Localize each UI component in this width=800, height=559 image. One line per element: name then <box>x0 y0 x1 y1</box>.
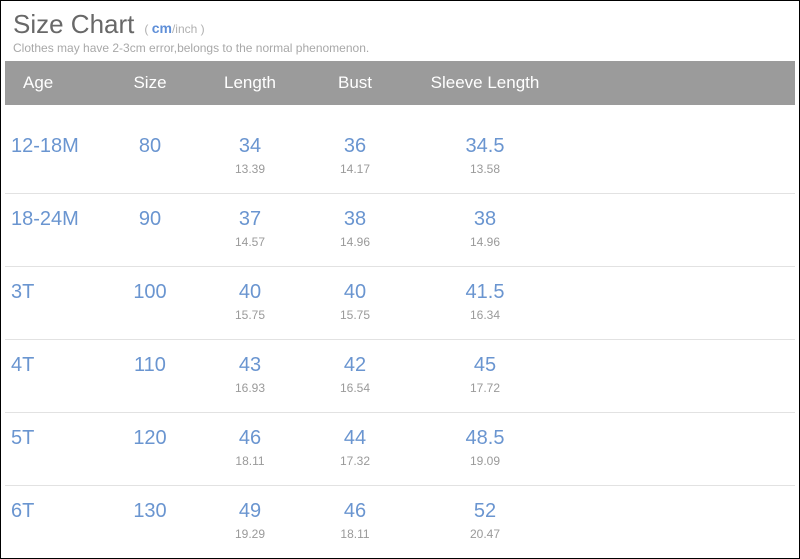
cell-bust: 40 15.75 <box>305 281 405 322</box>
chart-header: Size Chart ( cm/inch ) Clothes may have … <box>5 5 795 57</box>
length-cm: 46 <box>195 427 305 450</box>
chart-subtitle: Clothes may have 2-3cm error,belongs to … <box>13 41 787 55</box>
cell-bust: 42 16.54 <box>305 354 405 395</box>
unit-paren-open: ( <box>144 22 151 36</box>
cell-bust: 46 18.11 <box>305 500 405 541</box>
length-inch: 15.75 <box>195 308 305 322</box>
cell-sleeve: 45 17.72 <box>405 354 565 395</box>
cell-age: 3T <box>5 281 105 304</box>
cell-size: 100 <box>105 281 195 304</box>
cell-length: 43 16.93 <box>195 354 305 395</box>
cell-age: 5T <box>5 427 105 450</box>
col-header-length: Length <box>195 73 305 93</box>
cell-bust: 36 14.17 <box>305 135 405 176</box>
length-inch: 16.93 <box>195 381 305 395</box>
cell-sleeve: 38 14.96 <box>405 208 565 249</box>
chart-title: Size Chart <box>13 9 134 40</box>
bust-inch: 15.75 <box>305 308 405 322</box>
cell-length: 40 15.75 <box>195 281 305 322</box>
col-header-age: Age <box>5 73 105 93</box>
length-inch: 14.57 <box>195 235 305 249</box>
length-cm: 34 <box>195 135 305 158</box>
cell-size: 90 <box>105 208 195 231</box>
bust-cm: 44 <box>305 427 405 450</box>
sleeve-cm: 38 <box>405 208 565 231</box>
cell-age: 4T <box>5 354 105 377</box>
cell-size: 120 <box>105 427 195 450</box>
sleeve-inch: 17.72 <box>405 381 565 395</box>
sleeve-cm: 52 <box>405 500 565 523</box>
col-header-bust: Bust <box>305 73 405 93</box>
sleeve-inch: 19.09 <box>405 454 565 468</box>
table-row: 4T11043 16.9342 16.5445 17.72 <box>5 340 795 413</box>
table-row: 12-18M8034 13.3936 14.1734.5 13.58 <box>5 121 795 194</box>
table-row: 18-24M903714.573814.963814.96 <box>5 194 795 267</box>
cell-sleeve: 41.5 16.34 <box>405 281 565 322</box>
cell-size: 80 <box>105 135 195 158</box>
cell-length: 37 14.57 <box>195 208 305 249</box>
bust-cm: 38 <box>305 208 405 231</box>
length-inch: 18.11 <box>195 454 305 468</box>
col-header-sleeve: Sleeve Length <box>405 73 565 93</box>
sleeve-cm: 48.5 <box>405 427 565 450</box>
cell-bust: 44 17.32 <box>305 427 405 468</box>
cell-length: 49 19.29 <box>195 500 305 541</box>
cell-size: 110 <box>105 354 195 377</box>
unit-inch: /inch ) <box>172 22 205 36</box>
sleeve-inch: 16.34 <box>405 308 565 322</box>
sleeve-cm: 41.5 <box>405 281 565 304</box>
sleeve-cm: 45 <box>405 354 565 377</box>
length-inch: 19.29 <box>195 527 305 541</box>
cell-sleeve: 48.5 19.09 <box>405 427 565 468</box>
cell-age: 6T <box>5 500 105 523</box>
bust-inch: 16.54 <box>305 381 405 395</box>
table-row: 6T13049 19.2946 18.1152 20.47 <box>5 486 795 559</box>
cell-age: 12-18M <box>5 135 105 158</box>
col-header-size: Size <box>105 73 195 93</box>
cell-length: 34 13.39 <box>195 135 305 176</box>
length-cm: 49 <box>195 500 305 523</box>
cell-size: 130 <box>105 500 195 523</box>
sleeve-cm: 34.5 <box>405 135 565 158</box>
table-header-row: Age Size Length Bust Sleeve Length <box>5 61 795 105</box>
cell-sleeve: 52 20.47 <box>405 500 565 541</box>
title-row: Size Chart ( cm/inch ) <box>13 9 787 40</box>
sleeve-inch: 20.47 <box>405 527 565 541</box>
length-inch: 13.39 <box>195 162 305 176</box>
sleeve-inch: 14.96 <box>405 235 565 249</box>
bust-cm: 46 <box>305 500 405 523</box>
table-row: 5T12046 18.1144 17.3248.5 19.09 <box>5 413 795 486</box>
table-body: 12-18M803413.393614.1734.513.5818-24M903… <box>5 121 795 559</box>
cell-sleeve: 34.5 13.58 <box>405 135 565 176</box>
bust-cm: 42 <box>305 354 405 377</box>
cell-length: 46 18.11 <box>195 427 305 468</box>
sleeve-inch: 13.58 <box>405 162 565 176</box>
bust-inch: 14.17 <box>305 162 405 176</box>
cell-bust: 38 14.96 <box>305 208 405 249</box>
spacer <box>5 105 795 121</box>
length-cm: 43 <box>195 354 305 377</box>
unit-cm: cm <box>152 20 172 36</box>
bust-inch: 14.96 <box>305 235 405 249</box>
bust-inch: 18.11 <box>305 527 405 541</box>
table-row: 3T1004015.754015.7541.516.34 <box>5 267 795 340</box>
length-cm: 40 <box>195 281 305 304</box>
bust-inch: 17.32 <box>305 454 405 468</box>
unit-label: ( cm/inch ) <box>144 20 204 36</box>
cell-age: 18-24M <box>5 208 105 231</box>
bust-cm: 36 <box>305 135 405 158</box>
length-cm: 37 <box>195 208 305 231</box>
bust-cm: 40 <box>305 281 405 304</box>
